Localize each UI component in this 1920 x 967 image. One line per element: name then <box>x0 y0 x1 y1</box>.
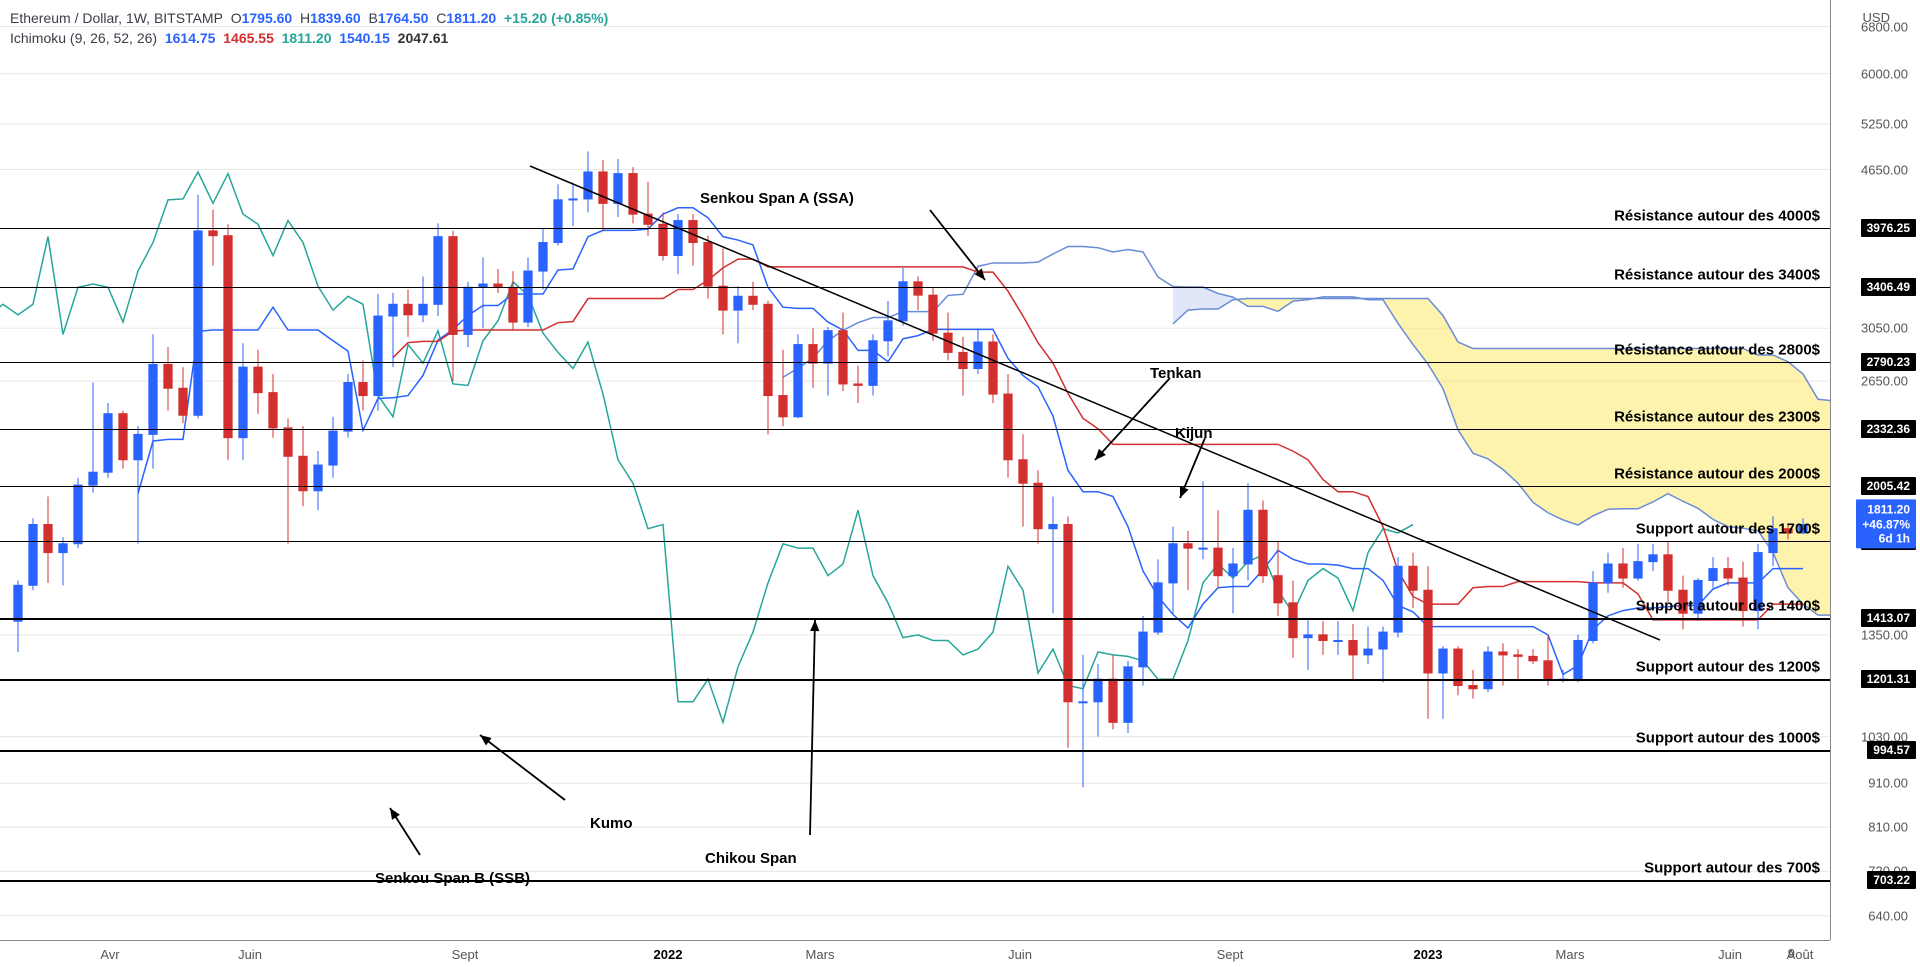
level-label: Résistance autour des 2300$ <box>1614 409 1820 426</box>
x-tick: Août <box>1787 947 1814 962</box>
current-price-tag: 1811.20+46.87%6d 1h <box>1856 500 1916 549</box>
resistance-line[interactable] <box>0 750 1830 752</box>
y-tick: 4650.00 <box>1861 162 1908 177</box>
price-tag: 2005.42 <box>1861 477 1916 495</box>
y-tick: 910.00 <box>1868 776 1908 791</box>
annotation: Kumo <box>590 815 633 832</box>
x-tick: Mars <box>1556 947 1585 962</box>
chart-container: Ethereum / Dollar, 1W, BITSTAMP O1795.60… <box>0 0 1920 967</box>
level-label: Résistance autour des 2000$ <box>1614 466 1820 483</box>
y-tick: 5250.00 <box>1861 116 1908 131</box>
resistance-line[interactable] <box>0 679 1830 681</box>
resistance-line[interactable] <box>0 880 1830 882</box>
price-tag: 1201.31 <box>1861 670 1916 688</box>
price-tag: 2790.23 <box>1861 353 1916 371</box>
annotation: Chikou Span <box>705 850 797 867</box>
price-tag: 2332.36 <box>1861 420 1916 438</box>
y-tick: 3050.00 <box>1861 321 1908 336</box>
x-tick: Sept <box>452 947 479 962</box>
x-tick: Avr <box>100 947 119 962</box>
level-label: Résistance autour des 2800$ <box>1614 341 1820 358</box>
y-tick: 2650.00 <box>1861 374 1908 389</box>
price-tag: 3976.25 <box>1861 219 1916 237</box>
y-tick: 1350.00 <box>1861 627 1908 642</box>
resistance-line[interactable] <box>0 429 1830 430</box>
y-tick: 810.00 <box>1868 820 1908 835</box>
annotation: Senkou Span B (SSB) <box>375 870 530 887</box>
resistance-line[interactable] <box>0 362 1830 363</box>
level-label: Support autour des 700$ <box>1644 860 1820 877</box>
price-tag: 3406.49 <box>1861 278 1916 296</box>
x-tick: 2022 <box>654 947 683 962</box>
y-axis[interactable]: USD 6800.006000.005250.004650.003050.002… <box>1830 0 1920 940</box>
x-tick: Mars <box>806 947 835 962</box>
level-label: Support autour des 1200$ <box>1636 658 1820 675</box>
annotation: Tenkan <box>1150 365 1201 382</box>
annotation: Senkou Span A (SSA) <box>700 190 854 207</box>
level-label: Support autour des 1700$ <box>1636 520 1820 537</box>
resistance-line[interactable] <box>0 618 1830 620</box>
resistance-line[interactable] <box>0 287 1830 288</box>
x-tick: Juin <box>238 947 262 962</box>
level-label: Support autour des 1000$ <box>1636 729 1820 746</box>
resistance-line[interactable] <box>0 228 1830 229</box>
x-tick: Sept <box>1217 947 1244 962</box>
x-axis[interactable]: 9 AvrJuinSept2022MarsJuinSept2023MarsJui… <box>0 940 1830 967</box>
resistance-line[interactable] <box>0 541 1830 542</box>
x-tick: Juin <box>1718 947 1742 962</box>
y-tick: 640.00 <box>1868 908 1908 923</box>
annotation: Kijun <box>1175 425 1213 442</box>
chart-svg[interactable] <box>0 0 1830 940</box>
x-tick: Juin <box>1008 947 1032 962</box>
price-tag: 1413.07 <box>1861 609 1916 627</box>
x-tick: 2023 <box>1414 947 1443 962</box>
y-tick: 6800.00 <box>1861 19 1908 34</box>
level-label: Résistance autour des 4000$ <box>1614 208 1820 225</box>
level-label: Résistance autour des 3400$ <box>1614 266 1820 283</box>
price-tag: 703.22 <box>1867 871 1916 889</box>
level-label: Support autour des 1400$ <box>1636 597 1820 614</box>
resistance-line[interactable] <box>0 486 1830 487</box>
y-tick: 6000.00 <box>1861 66 1908 81</box>
price-tag: 994.57 <box>1867 741 1916 759</box>
